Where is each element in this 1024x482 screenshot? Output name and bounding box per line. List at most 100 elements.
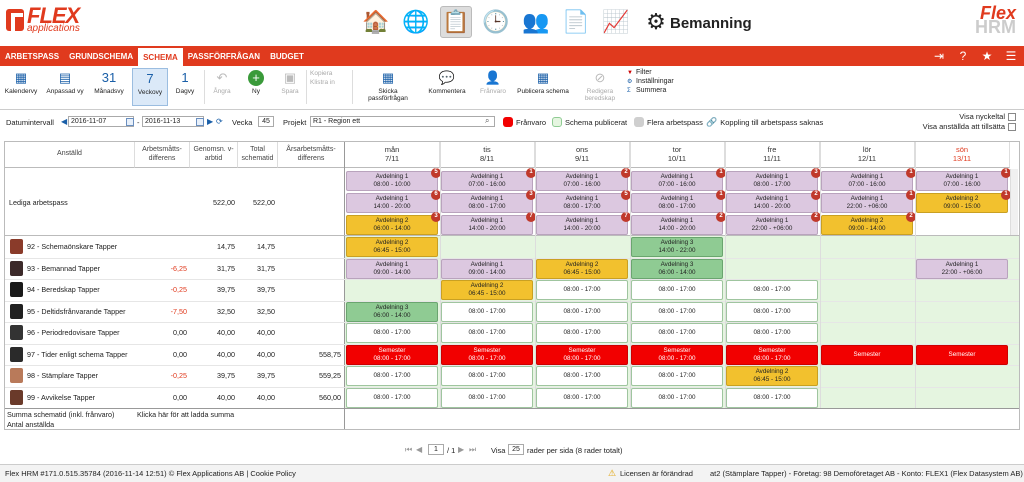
date-from-input[interactable]: 2016-11-07 <box>68 116 134 127</box>
project-input[interactable]: R1 - Region ett <box>310 116 495 127</box>
settings-link[interactable]: ⚙ Inställningar <box>627 78 674 87</box>
day-header-ons[interactable]: ons 9/11 <box>535 142 630 168</box>
open-shift[interactable]: Avdelning 1 22:00 - +06:00 2 <box>726 212 821 235</box>
employee-shift[interactable]: 08:00 - 17:00 <box>536 323 628 343</box>
presentation-icon[interactable]: 📈 <box>602 9 630 34</box>
open-shift[interactable]: Avdelning 1 14:00 - 20:00 2 <box>726 190 821 213</box>
version-info[interactable]: Flex HRM #171.0.515.35784 (2016-11-14 12… <box>5 469 296 478</box>
month-view-button[interactable]: 31 Månadsvy <box>88 68 130 106</box>
show-employees-option[interactable]: Visa anställda att tillsätta <box>923 122 1016 132</box>
open-shift[interactable]: Avdelning 1 14:00 - 20:00 6 <box>346 190 441 213</box>
header-total[interactable]: Total schematid <box>238 142 278 168</box>
load-summary-link[interactable]: Klicka här för att ladda summa <box>137 409 235 419</box>
employee-shift[interactable]: 08:00 - 17:00 <box>346 387 438 408</box>
open-shift[interactable]: Avdelning 1 14:00 - 20:00 7 <box>536 212 631 235</box>
open-shift[interactable]: Avdelning 1 07:00 - 16:00 1 <box>441 168 536 191</box>
next-week-icon[interactable]: ▶ <box>207 117 214 126</box>
open-shift[interactable]: Avdelning 1 07:00 - 16:00 1 <box>916 168 1011 191</box>
employee-shift[interactable]: Semester 08:00 - 17:00 <box>346 344 438 365</box>
open-shift[interactable]: Avdelning 1 08:00 - 17:00 3 <box>441 190 536 213</box>
header-avg-week[interactable]: Genomsn. v-arbtid <box>190 142 238 168</box>
employee-shift[interactable]: Semester <box>916 344 1008 365</box>
open-shift[interactable]: Avdelning 1 08:00 - 17:00 1 <box>631 190 726 213</box>
employee-shift[interactable]: 08:00 - 17:00 <box>536 366 628 386</box>
staffing-icon[interactable]: 📋 <box>440 6 472 38</box>
employee-shift[interactable]: 08:00 - 17:00 <box>631 366 723 386</box>
employee-shift[interactable]: 08:00 - 17:00 <box>726 323 818 343</box>
last-page-icon[interactable]: ⏭ <box>469 445 477 454</box>
show-kpi-option[interactable]: Visa nyckeltal <box>923 112 1016 122</box>
refresh-icon[interactable]: ⟳ <box>216 117 223 126</box>
clock-icon[interactable]: 🕒 <box>482 9 510 34</box>
employee-shift[interactable]: Semester <box>821 344 913 365</box>
employee-shift[interactable]: 08:00 - 17:00 <box>631 387 723 408</box>
open-shift[interactable]: Avdelning 2 09:00 - 14:00 2 <box>821 212 916 235</box>
show-kpi-checkbox[interactable] <box>1008 113 1016 122</box>
date-from-calendar-icon[interactable] <box>126 118 134 126</box>
employee-shift[interactable]: Avdelning 3 14:00 - 22:00 <box>631 237 723 257</box>
date-to-input[interactable]: 2016-11-13 <box>142 116 204 127</box>
show-employees-checkbox[interactable] <box>1008 123 1016 132</box>
employee-name[interactable]: 98 - Stämplare Tapper <box>27 371 98 381</box>
new-button[interactable]: + Ny <box>238 68 274 106</box>
employee-shift[interactable]: Avdelning 2 06:45 - 15:00 <box>346 237 438 257</box>
employee-name[interactable]: 94 - Beredskap Tapper <box>27 285 100 295</box>
logout-icon[interactable]: ⇥ <box>933 49 945 63</box>
header-year-diff[interactable]: Årsarbetsmåtts-differens <box>278 142 345 168</box>
open-shift[interactable]: Avdelning 2 06:00 - 14:00 3 <box>346 212 441 235</box>
menu-icon[interactable]: ☰ <box>1005 49 1017 63</box>
day-header-mån[interactable]: mån 7/11 <box>345 142 440 168</box>
employee-shift[interactable]: 08:00 - 17:00 <box>726 280 818 300</box>
employee-name[interactable]: 96 - Periodredovisare Tapper <box>27 328 120 338</box>
employee-shift[interactable]: 08:00 - 17:00 <box>726 301 818 322</box>
employee-shift[interactable]: 08:00 - 17:00 <box>631 323 723 343</box>
comment-button[interactable]: 💬 Kommentera <box>424 68 470 106</box>
publish-schedule-button[interactable]: ▦ Publicera schema <box>512 68 574 106</box>
save-button[interactable]: ▣ Spara <box>272 68 308 106</box>
employee-shift[interactable]: 08:00 - 17:00 <box>346 366 438 386</box>
open-shift[interactable]: Avdelning 1 07:00 - 16:00 1 <box>631 168 726 191</box>
globe-icon[interactable]: 🌐 <box>402 9 430 34</box>
open-shift[interactable]: Avdelning 1 07:00 - 16:00 1 <box>821 168 916 191</box>
tab-budget[interactable]: BUDGET <box>270 51 304 61</box>
employee-name[interactable]: 92 - Schemaönskare Tapper <box>27 242 118 252</box>
open-shifts-scrollbar[interactable] <box>1010 169 1018 235</box>
employee-shift[interactable]: 08:00 - 17:00 <box>631 301 723 322</box>
paste-button[interactable]: Klistra in <box>310 79 335 87</box>
open-shift[interactable]: Avdelning 1 07:00 - 16:00 2 <box>536 168 631 191</box>
employee-shift[interactable]: Semester 08:00 - 17:00 <box>726 344 818 365</box>
open-shift[interactable]: Avdelning 1 22:00 - +06:00 1 <box>821 190 916 213</box>
employee-shift[interactable]: 08:00 - 17:00 <box>441 366 533 386</box>
employee-shift[interactable]: Avdelning 3 06:00 - 14:00 <box>346 301 438 322</box>
day-header-lör[interactable]: lör 12/11 <box>820 142 915 168</box>
home-icon[interactable]: 🏠 <box>362 9 390 34</box>
employee-shift[interactable]: Avdelning 3 06:00 - 14:00 <box>631 258 723 279</box>
employee-shift[interactable]: Avdelning 2 06:45 - 15:00 <box>726 366 818 386</box>
employee-shift[interactable]: 08:00 - 17:00 <box>441 387 533 408</box>
day-header-tor[interactable]: tor 10/11 <box>630 142 725 168</box>
open-shift[interactable]: Avdelning 1 08:00 - 10:00 5 <box>346 168 441 191</box>
employee-shift[interactable]: Avdelning 1 09:00 - 14:00 <box>441 258 533 279</box>
prev-week-icon[interactable]: ◀ <box>61 117 68 126</box>
search-icon[interactable]: ⌕ <box>485 116 490 125</box>
license-changed-text[interactable]: Licensen är förändrad <box>620 469 693 478</box>
employee-name[interactable]: 97 - Tider enligt schema Tapper <box>27 349 128 359</box>
week-input[interactable]: 45 <box>258 116 274 127</box>
employee-name[interactable]: 95 - Deltidsfrånvarande Tapper <box>27 306 126 316</box>
header-work-diff[interactable]: Arbetsmåtts-differens <box>135 142 190 168</box>
gear-icon[interactable]: ⚙ <box>646 9 666 34</box>
open-shift[interactable]: Avdelning 2 09:00 - 15:00 1 <box>916 190 1011 213</box>
per-page-input[interactable]: 25 <box>508 444 524 455</box>
employee-shift[interactable]: 08:00 - 17:00 <box>441 301 533 322</box>
employee-shift[interactable]: 08:00 - 17:00 <box>346 323 438 343</box>
day-header-fre[interactable]: fre 11/11 <box>725 142 820 168</box>
flex-logo[interactable]: FLEX applications <box>6 5 80 34</box>
employee-shift[interactable]: Avdelning 2 06:45 - 15:00 <box>441 280 533 300</box>
tab-arbetspass[interactable]: ARBETSPASS <box>5 51 60 61</box>
employee-name[interactable]: 99 - Avvikelse Tapper <box>27 392 96 402</box>
employee-shift[interactable]: Semester 08:00 - 17:00 <box>631 344 723 365</box>
employee-shift[interactable]: Avdelning 1 09:00 - 14:00 <box>346 258 438 279</box>
employee-shift[interactable]: Avdelning 2 06:45 - 15:00 <box>536 258 628 279</box>
open-shift[interactable]: Avdelning 1 14:00 - 20:00 7 <box>441 212 536 235</box>
prev-page-icon[interactable]: ◀ <box>416 445 423 454</box>
